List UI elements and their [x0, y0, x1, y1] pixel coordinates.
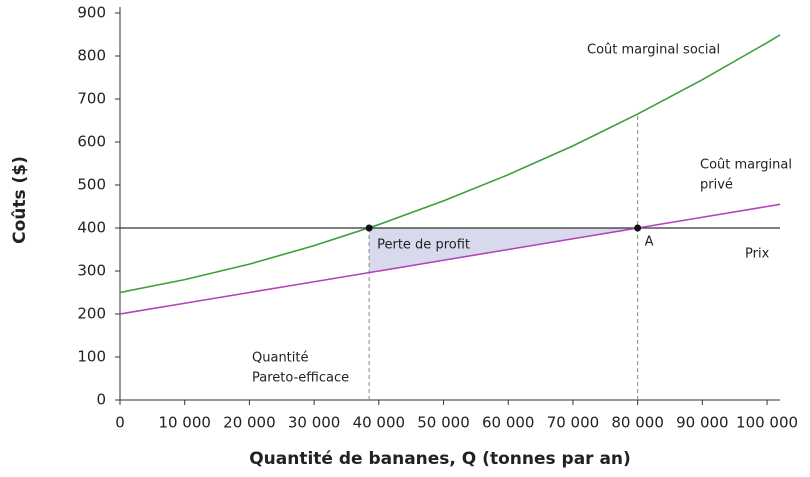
point — [634, 224, 642, 232]
x-tick-label: 40 000 — [353, 414, 406, 432]
annotation: Quantité — [252, 351, 308, 366]
x-tick-label: 100 000 — [736, 414, 798, 432]
y-tick-label: 0 — [96, 391, 106, 409]
shaded-label: Perte de profit — [377, 238, 470, 253]
x-tick-label: 10 000 — [158, 414, 211, 432]
x-tick-label: 50 000 — [417, 414, 470, 432]
price-label: Prix — [745, 247, 770, 262]
y-tick-label: 700 — [77, 90, 106, 108]
x-tick-label: 70 000 — [547, 414, 600, 432]
series-label: Coût marginal social — [587, 43, 720, 58]
x-tick-label: 30 000 — [288, 414, 341, 432]
x-tick-label: 60 000 — [482, 414, 535, 432]
annotation: privé — [700, 178, 733, 193]
x-tick-label: 0 — [115, 414, 125, 432]
x-tick-label: 80 000 — [611, 414, 664, 432]
x-axis-label: Quantité de bananes, Q (tonnes par an) — [249, 449, 631, 469]
y-axis-label: Coûts ($) — [10, 156, 30, 244]
x-tick-label: 90 000 — [676, 414, 729, 432]
y-tick-label: 800 — [77, 47, 106, 65]
y-tick-label: 900 — [77, 4, 106, 22]
y-tick-label: 100 — [77, 348, 106, 366]
x-tick-label: 20 000 — [223, 414, 276, 432]
y-tick-label: 600 — [77, 133, 106, 151]
y-tick-label: 500 — [77, 176, 106, 194]
y-tick-label: 300 — [77, 262, 106, 280]
series-line — [119, 34, 781, 294]
series-line — [119, 203, 781, 315]
annotation: Pareto-efficace — [252, 371, 349, 386]
point-label: A — [645, 235, 654, 250]
y-tick-label: 400 — [77, 219, 106, 237]
point — [365, 224, 373, 232]
annotation: Coût marginal — [700, 158, 792, 173]
y-tick-label: 200 — [77, 305, 106, 323]
